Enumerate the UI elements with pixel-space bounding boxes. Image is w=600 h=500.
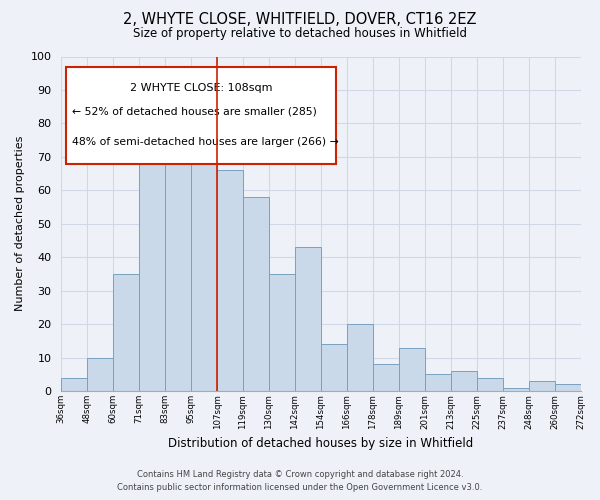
- Text: ← 52% of detached houses are smaller (285): ← 52% of detached houses are smaller (28…: [71, 106, 317, 117]
- Text: 48% of semi-detached houses are larger (266) →: 48% of semi-detached houses are larger (…: [71, 137, 338, 147]
- Bar: [425, 374, 451, 391]
- Bar: [87, 358, 113, 391]
- Text: Contains HM Land Registry data © Crown copyright and database right 2024.
Contai: Contains HM Land Registry data © Crown c…: [118, 470, 482, 492]
- Text: 2, WHYTE CLOSE, WHITFIELD, DOVER, CT16 2EZ: 2, WHYTE CLOSE, WHITFIELD, DOVER, CT16 2…: [123, 12, 477, 28]
- Bar: [554, 384, 581, 391]
- Text: Size of property relative to detached houses in Whitfield: Size of property relative to detached ho…: [133, 28, 467, 40]
- Y-axis label: Number of detached properties: Number of detached properties: [15, 136, 25, 312]
- Bar: [451, 371, 476, 391]
- Bar: [139, 120, 165, 391]
- Bar: [217, 170, 243, 391]
- Bar: [243, 197, 269, 391]
- Bar: [61, 378, 87, 391]
- Bar: [191, 120, 217, 391]
- X-axis label: Distribution of detached houses by size in Whitfield: Distribution of detached houses by size …: [168, 437, 473, 450]
- Bar: [269, 274, 295, 391]
- Bar: [295, 247, 321, 391]
- Bar: [476, 378, 503, 391]
- FancyBboxPatch shape: [67, 66, 337, 164]
- Bar: [321, 344, 347, 391]
- Bar: [399, 348, 425, 391]
- Bar: [373, 364, 399, 391]
- Text: 2 WHYTE CLOSE: 108sqm: 2 WHYTE CLOSE: 108sqm: [130, 84, 273, 94]
- Bar: [529, 381, 554, 391]
- Bar: [503, 388, 529, 391]
- Bar: [347, 324, 373, 391]
- Bar: [113, 274, 139, 391]
- Bar: [165, 140, 191, 391]
